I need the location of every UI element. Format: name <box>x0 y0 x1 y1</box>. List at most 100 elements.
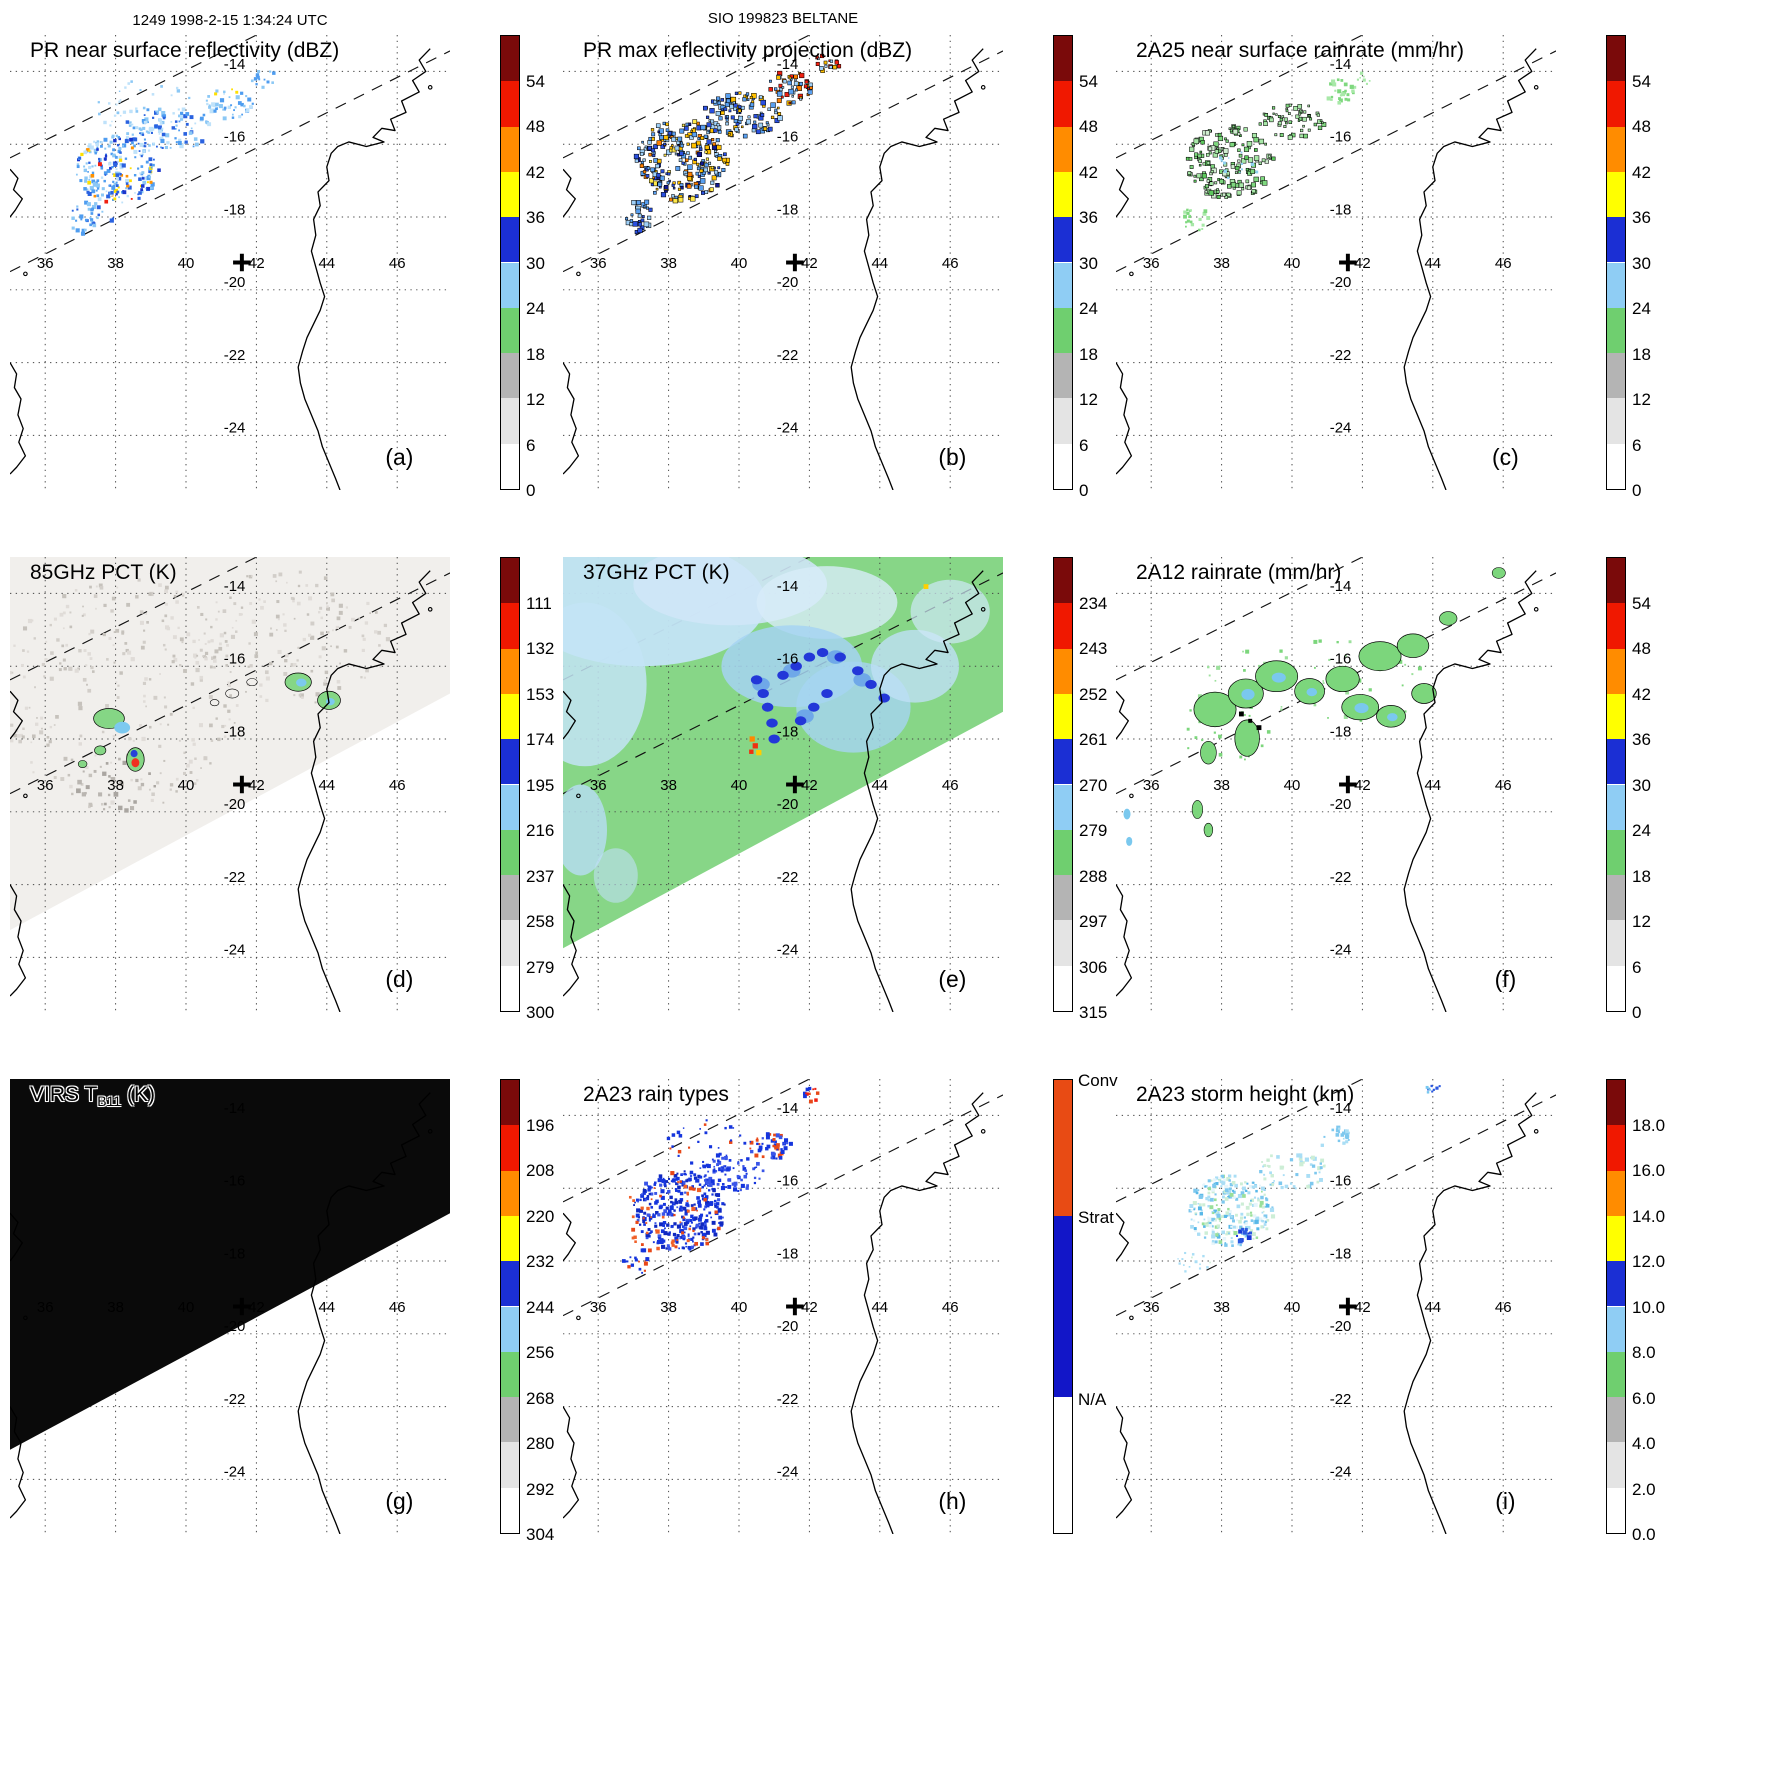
colorbar-tick: 48 <box>526 117 545 136</box>
lat-label: -20 <box>224 796 246 813</box>
panel-title-text: (K) <box>121 1083 155 1106</box>
colorbar-tick: 30 <box>1632 253 1651 273</box>
colorbar-tick: 288 <box>1079 866 1108 886</box>
lon-label: 42 <box>801 255 818 272</box>
coastline <box>563 48 986 490</box>
lat-label: -16 <box>777 1173 799 1190</box>
colorbar-tick: 6 <box>1632 435 1642 455</box>
colorbar-tick: 0 <box>1632 1003 1642 1022</box>
panel-title-text: 2A25 near surface rainrate (mm/hr) <box>1136 39 1464 62</box>
colorbar-segment <box>1607 1351 1625 1398</box>
colorbar-segment <box>1054 829 1072 876</box>
colorbar-tick: 232 <box>526 1252 555 1271</box>
swath-edge-dashes <box>563 1079 1003 1317</box>
colorbar-tick: 12 <box>1632 390 1651 409</box>
coastline <box>10 48 433 490</box>
colorbar-segment <box>1607 1215 1625 1262</box>
data-field <box>71 70 276 236</box>
cross-marker <box>233 775 251 794</box>
lat-label: -20 <box>1330 796 1352 813</box>
swath-edge-dashes <box>1116 35 1556 273</box>
lat-label: -22 <box>777 869 799 886</box>
swath-edge-dashes <box>10 557 450 795</box>
lon-label: 42 <box>248 777 265 794</box>
colorbar-segment <box>501 1487 519 1533</box>
colorbar-segment <box>501 262 519 308</box>
lon-label: 40 <box>731 1299 748 1316</box>
lon-label: 40 <box>1284 1299 1301 1316</box>
axis-lab els: 36 38 40 42 44 46 -14 -16 -18 -20 -22 -24 (f) <box>1143 578 1516 992</box>
colorbar-tick: 0.0 <box>1632 1525 1656 1544</box>
lat-label: -24 <box>1330 420 1352 437</box>
panel-e-title: 37GHz PCT (K) <box>583 561 730 585</box>
lon-label: 46 <box>1495 777 1512 794</box>
colorbar-tick: 36 <box>1632 208 1651 227</box>
lon-label: 36 <box>1143 255 1160 272</box>
lat-label: -22 <box>1330 869 1352 886</box>
lat-label: -18 <box>1330 723 1352 740</box>
panel-b-map: 36 38 40 42 44 46 -14 -16 -18 -20 -22 -24 (b) <box>563 35 1003 490</box>
colorbar-tick: 4.0 <box>1632 1434 1656 1453</box>
lon-label: 38 <box>1213 777 1230 794</box>
colorbar-segment <box>1054 171 1072 218</box>
colorbar-tick: 48 <box>1079 117 1098 136</box>
colorbar-segment <box>501 398 519 444</box>
colorbar-tick: 24 <box>1632 821 1651 840</box>
colorbar-tick: 195 <box>526 775 555 795</box>
lat-label: -20 <box>224 1318 246 1335</box>
data-field <box>1177 1084 1441 1273</box>
colorbar-segment <box>1054 81 1072 127</box>
lat-label: -20 <box>224 274 246 291</box>
colorbar-tick: 220 <box>526 1206 555 1226</box>
colorbar-tick: 300 <box>526 1003 555 1022</box>
axis-lab els: 36 38 40 42 44 46 -14 -16 -18 -20 -22 -24 (b) <box>590 56 967 470</box>
lon-label: 38 <box>660 255 677 272</box>
colorbar-tick: 256 <box>526 1343 555 1362</box>
colorbar-segment <box>1054 784 1072 830</box>
colorbar-tick: 42 <box>1632 684 1651 704</box>
panel-title-text: VIRS T <box>30 1083 98 1106</box>
panel-d-title: 85GHz PCT (K) <box>30 561 177 585</box>
colorbar-segment <box>501 1397 519 1443</box>
colorbar-tick: 12.0 <box>1632 1252 1666 1271</box>
panel-f-title: 2A12 rainrate (mm/hr) <box>1136 561 1341 585</box>
colorbar-tick: 292 <box>526 1479 555 1499</box>
lon-label: 36 <box>1143 1299 1160 1316</box>
colorbar-tick: 304 <box>526 1525 555 1544</box>
lat-label: -14 <box>224 56 246 73</box>
lat-label: -14 <box>777 578 799 595</box>
colorbar-segment <box>501 1306 519 1352</box>
axis-lab els: 36 38 40 42 44 46 -14 -16 -18 -20 -22 -24 (h) <box>590 1100 967 1514</box>
axis-lab els: 36 38 40 42 44 46 -14 -16 -18 -20 -22 -24 (i) <box>1143 1100 1516 1514</box>
lat-label: -24 <box>777 942 799 959</box>
lon-label: 42 <box>1354 255 1371 272</box>
lon-label: 40 <box>178 255 195 272</box>
colorbar-segment <box>501 1170 519 1216</box>
colorbar-segment <box>1054 693 1072 740</box>
lon-label: 46 <box>389 777 406 794</box>
lat-label: -18 <box>224 1245 246 1262</box>
colorbar-tick: 48 <box>1632 639 1651 658</box>
colorbar-tick: 0 <box>526 481 536 500</box>
lat-label: -24 <box>1330 1464 1352 1481</box>
colorbar-tick: 18 <box>1632 866 1651 886</box>
colorbar-tick: 12 <box>526 390 545 409</box>
lon-label: 42 <box>1354 1299 1371 1316</box>
axis-lab els: 36 38 40 42 44 46 -14 -16 -18 -20 -22 -24 (a) <box>37 56 414 470</box>
lon-label: 46 <box>942 1299 959 1316</box>
panel-c-map: 36 38 40 42 44 46 -14 -16 -18 -20 -22 -24 (c) <box>1116 35 1556 490</box>
panel-i-map: 36 38 40 42 44 46 -14 -16 -18 -20 -22 -24 (i) <box>1116 1079 1556 1534</box>
lon-label: 36 <box>37 1299 54 1316</box>
colorbar-segment <box>1054 443 1072 489</box>
colorbar-tick: 258 <box>526 912 555 931</box>
lon-label: 38 <box>660 777 677 794</box>
panel-b-title: PR max reflectivity projection (dBZ) <box>583 39 912 63</box>
data-field <box>10 570 392 813</box>
colorbar-category-label: Conv <box>1078 1071 1118 1090</box>
lon-label: 36 <box>590 255 607 272</box>
colorbar-segment <box>501 126 519 172</box>
panel-letter: (b) <box>938 444 966 470</box>
lat-label: -14 <box>1330 578 1352 595</box>
panel-title-text: PR max reflectivity projection (dBZ) <box>583 39 913 62</box>
